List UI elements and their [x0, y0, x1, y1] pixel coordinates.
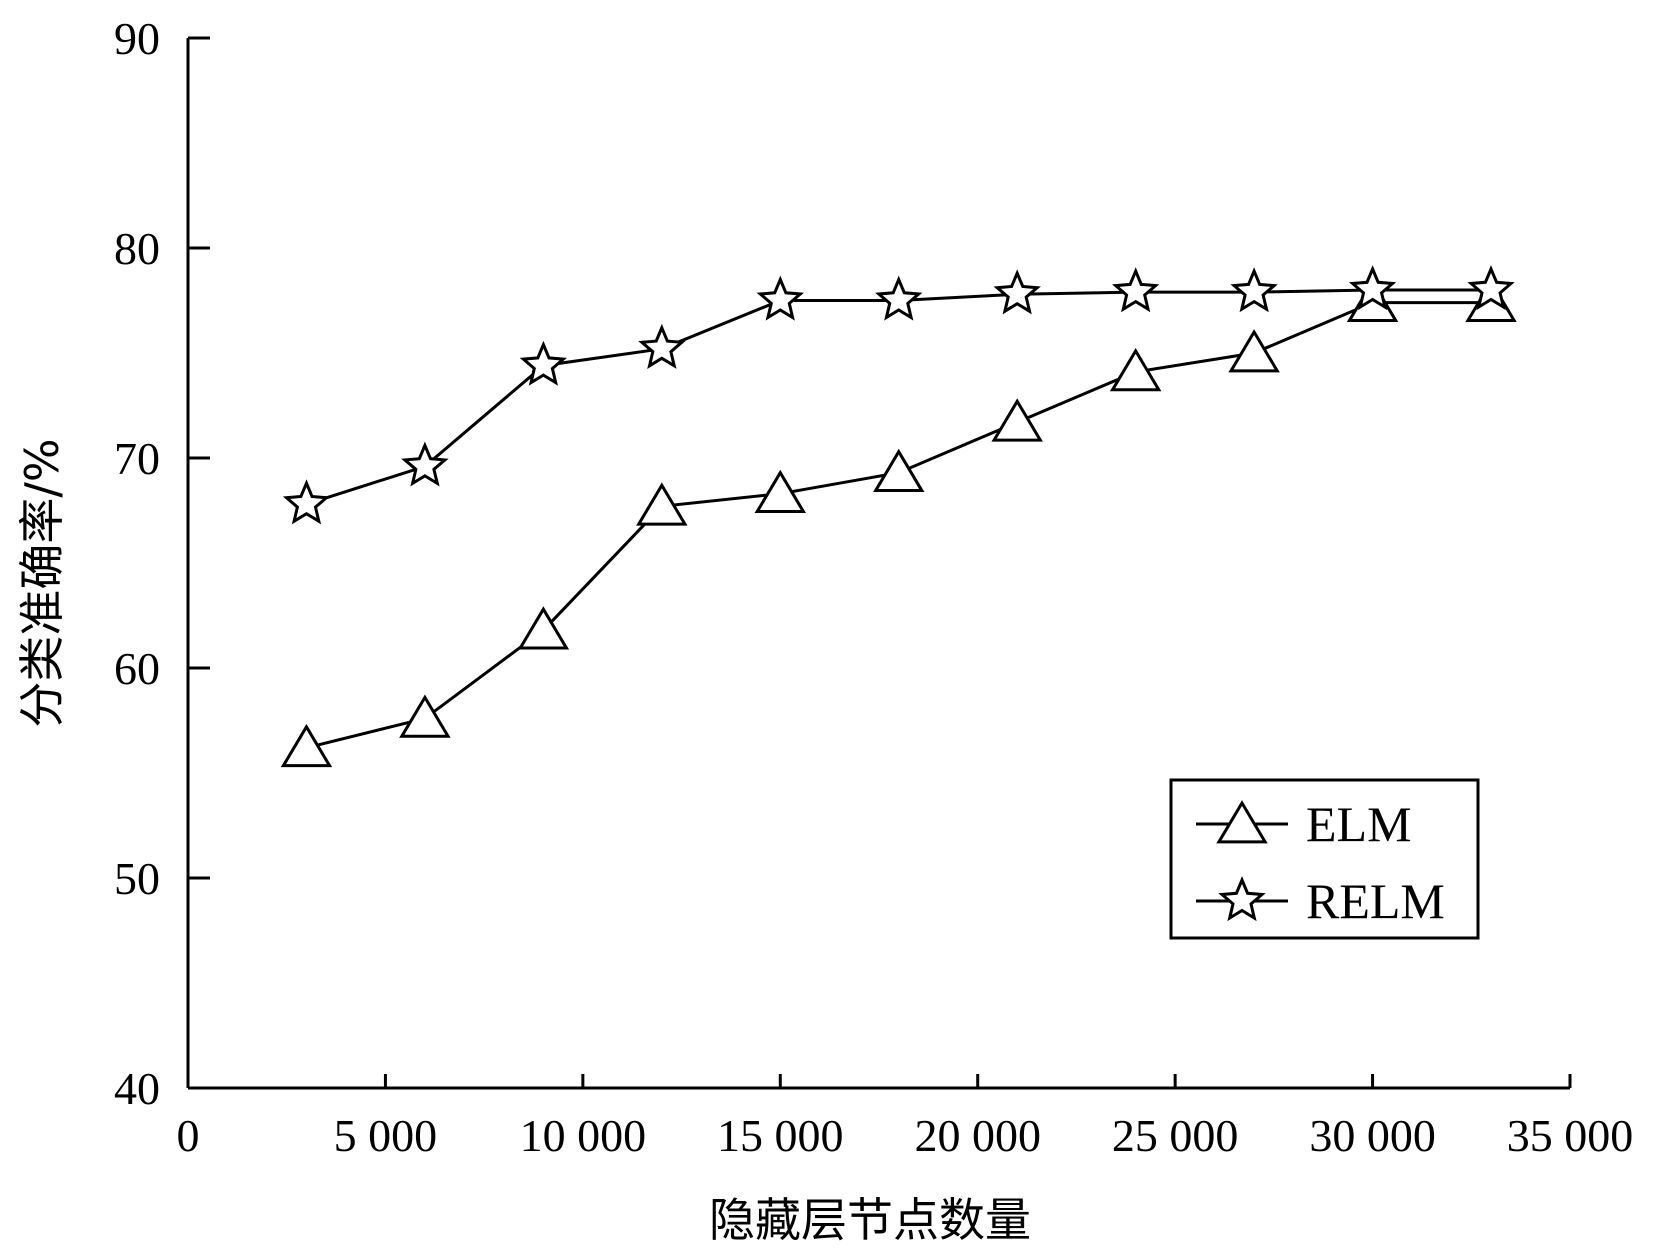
- data-point-elm: [1228, 329, 1280, 373]
- data-point-elm: [280, 723, 333, 768]
- data-point-elm: [399, 694, 451, 738]
- x-tick-label: 5 000: [334, 1110, 438, 1161]
- data-point-relm: [993, 269, 1041, 315]
- x-axis-title: 隐藏层节点数量: [709, 1193, 1031, 1247]
- legend-triangle-icon: [1216, 800, 1268, 844]
- data-point-relm: [401, 441, 449, 487]
- data-point-relm: [519, 340, 567, 386]
- x-tick-label: 15 000: [717, 1110, 844, 1161]
- data-point-elm: [754, 469, 807, 514]
- data-point-relm: [1230, 267, 1278, 313]
- data-point-relm: [1467, 265, 1515, 311]
- y-tick-label: 80: [114, 223, 160, 274]
- data-point-relm: [638, 323, 686, 369]
- axes: [186, 38, 1570, 1090]
- data-point-relm: [875, 275, 923, 321]
- y-tick-label: 70: [114, 433, 160, 484]
- series-line-elm: [306, 301, 1491, 750]
- x-tick-label: 10 000: [520, 1110, 647, 1161]
- x-axis-ticks: 0 5 000 10 000 15 000 20 000 25 000 30 000 35 0…: [177, 1074, 1634, 1161]
- legend-label-relm: RELM: [1306, 873, 1445, 929]
- series-layer: [280, 265, 1517, 768]
- data-point-relm: [756, 275, 805, 321]
- x-tick-label: 20 000: [914, 1110, 1041, 1161]
- data-point-relm: [282, 479, 331, 525]
- series-elm: [280, 278, 1517, 768]
- data-point-relm: [1112, 267, 1160, 313]
- data-point-elm: [991, 398, 1043, 442]
- legend-label-elm: ELM: [1306, 796, 1412, 852]
- legend-star-icon: [1218, 876, 1266, 922]
- legend-marker-elm: [1216, 800, 1268, 844]
- data-point-elm: [1109, 347, 1162, 392]
- data-point-relm: [1348, 265, 1397, 311]
- legend-marker-relm: [1218, 876, 1266, 922]
- x-tick-label: 0: [177, 1110, 200, 1161]
- x-tick-label: 30 000: [1309, 1110, 1436, 1161]
- y-axis-title: 分类准确率/%: [15, 438, 69, 727]
- y-tick-label: 60: [114, 643, 160, 694]
- data-point-elm: [636, 482, 688, 526]
- y-axis-ticks: 40 50 60 70 80 90: [114, 13, 210, 1114]
- y-tick-label: 50: [114, 853, 160, 904]
- legend: ELM RELM: [1169, 778, 1480, 940]
- series-relm: [282, 265, 1515, 525]
- data-point-elm: [517, 606, 570, 650]
- y-tick-label: 40: [114, 1063, 160, 1114]
- x-tick-label: 25 000: [1112, 1110, 1239, 1161]
- y-tick-label: 90: [114, 13, 160, 64]
- legend-box: [1169, 778, 1480, 940]
- x-tick-label: 35 000: [1507, 1110, 1634, 1161]
- data-point-elm: [873, 448, 925, 493]
